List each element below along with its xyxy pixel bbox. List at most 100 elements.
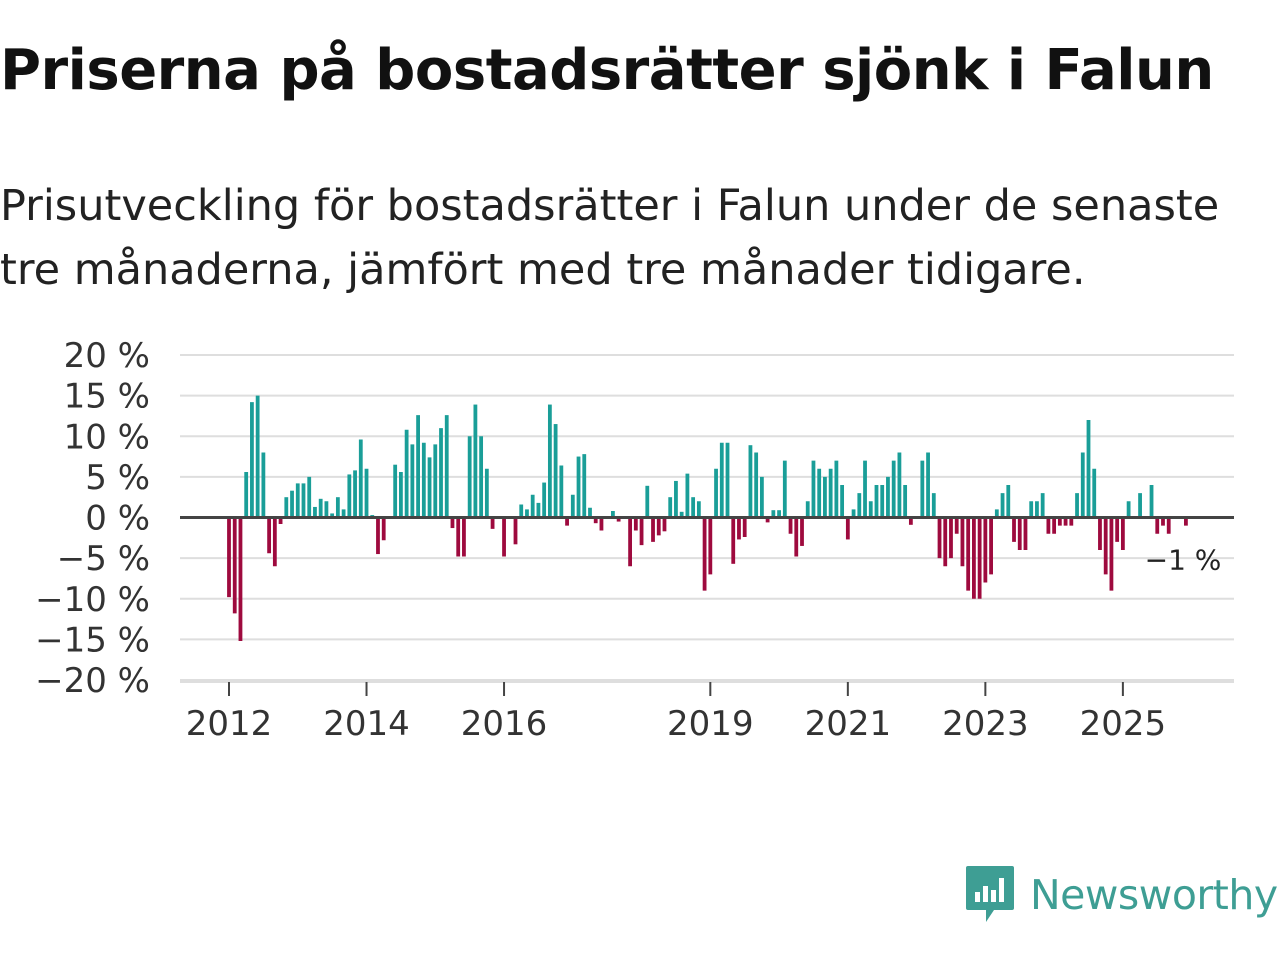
bar bbox=[1120, 517, 1125, 550]
bar bbox=[1006, 485, 1011, 518]
bar bbox=[393, 464, 398, 518]
bar bbox=[570, 494, 575, 518]
bar bbox=[788, 517, 793, 534]
bar bbox=[691, 497, 696, 518]
bar bbox=[874, 485, 879, 518]
y-tick-label: −20 % bbox=[35, 661, 150, 701]
y-tick-label: 15 % bbox=[64, 377, 150, 417]
bar bbox=[639, 517, 644, 546]
bar bbox=[708, 517, 713, 575]
bar bbox=[484, 468, 489, 518]
bar bbox=[553, 424, 558, 518]
chart-subtitle: Prisutveckling för bostadsrätter i Falun… bbox=[0, 181, 1220, 295]
bar bbox=[891, 460, 896, 518]
bar bbox=[903, 485, 908, 518]
bar bbox=[611, 511, 615, 518]
bar bbox=[777, 510, 781, 518]
bar bbox=[513, 517, 518, 545]
bar bbox=[651, 517, 655, 542]
bar bbox=[444, 415, 449, 518]
bar bbox=[244, 472, 249, 518]
bar bbox=[433, 444, 438, 518]
bar bbox=[719, 442, 724, 518]
x-tick-label: 2014 bbox=[323, 704, 410, 744]
bar bbox=[576, 456, 581, 518]
bar bbox=[295, 483, 300, 518]
bar bbox=[840, 485, 845, 518]
bar bbox=[845, 517, 850, 540]
bar bbox=[857, 493, 862, 518]
bar bbox=[376, 517, 380, 555]
brand-name: Newsworthy bbox=[1030, 871, 1278, 919]
bar bbox=[313, 506, 317, 518]
bar bbox=[267, 517, 272, 554]
bar bbox=[307, 476, 312, 518]
bar bbox=[519, 504, 524, 518]
x-tick-label: 2019 bbox=[667, 704, 754, 744]
bar bbox=[1138, 493, 1142, 518]
bar bbox=[1075, 493, 1079, 518]
bar bbox=[467, 436, 472, 518]
bar bbox=[1092, 468, 1097, 518]
newsworthy-logo-icon bbox=[966, 866, 1014, 922]
bar bbox=[731, 517, 736, 564]
bar bbox=[633, 517, 638, 531]
bar bbox=[983, 517, 988, 583]
bar bbox=[358, 439, 363, 518]
bar bbox=[725, 442, 730, 518]
bar bbox=[1040, 493, 1045, 518]
bar bbox=[462, 517, 466, 557]
bar bbox=[1057, 517, 1062, 526]
bar bbox=[794, 517, 799, 557]
bar bbox=[674, 480, 678, 518]
bar bbox=[1155, 517, 1160, 534]
bar bbox=[410, 444, 415, 518]
bar bbox=[404, 429, 409, 518]
bar bbox=[473, 404, 478, 518]
y-tick-label: −10 % bbox=[35, 580, 150, 620]
bar bbox=[811, 460, 816, 518]
bar bbox=[765, 517, 770, 523]
bar bbox=[530, 494, 535, 518]
bar bbox=[1109, 517, 1114, 591]
bar bbox=[565, 517, 569, 526]
bar bbox=[977, 517, 982, 599]
bar bbox=[937, 517, 942, 559]
bar bbox=[227, 517, 231, 598]
x-tick-label: 2023 bbox=[942, 704, 1029, 744]
bar bbox=[330, 513, 335, 518]
bar bbox=[1126, 501, 1131, 518]
bar bbox=[479, 436, 484, 518]
bar bbox=[1052, 517, 1057, 534]
bar bbox=[1063, 517, 1068, 526]
bar bbox=[1086, 420, 1091, 518]
y-tick-label: 5 % bbox=[85, 458, 150, 498]
bar bbox=[828, 468, 833, 518]
bar bbox=[714, 468, 718, 518]
annotations: −1 % bbox=[1145, 544, 1222, 577]
y-tick-label: 10 % bbox=[64, 417, 150, 457]
bar bbox=[685, 473, 690, 518]
bar bbox=[525, 509, 529, 518]
last-value-label: −1 % bbox=[1145, 544, 1222, 577]
bar bbox=[238, 517, 243, 641]
bar bbox=[278, 517, 283, 524]
bar bbox=[588, 507, 592, 518]
bar bbox=[450, 517, 455, 529]
bar bbox=[908, 517, 913, 525]
bar bbox=[1080, 452, 1085, 518]
bar bbox=[926, 452, 930, 518]
bar bbox=[1098, 517, 1102, 550]
bar bbox=[662, 517, 667, 532]
bar bbox=[702, 517, 707, 591]
x-tick-label: 2025 bbox=[1080, 704, 1167, 744]
bar bbox=[364, 468, 369, 518]
x-tick-label: 2016 bbox=[461, 704, 548, 744]
bar bbox=[582, 454, 587, 518]
bar bbox=[960, 517, 965, 567]
x-axis: 2012 2014 2016 2019 2021 2023 2025 bbox=[180, 516, 1234, 744]
y-tick-label: −5 % bbox=[57, 539, 150, 579]
bar bbox=[628, 517, 632, 567]
y-tick-label: −15 % bbox=[35, 620, 150, 660]
bar bbox=[759, 476, 764, 518]
